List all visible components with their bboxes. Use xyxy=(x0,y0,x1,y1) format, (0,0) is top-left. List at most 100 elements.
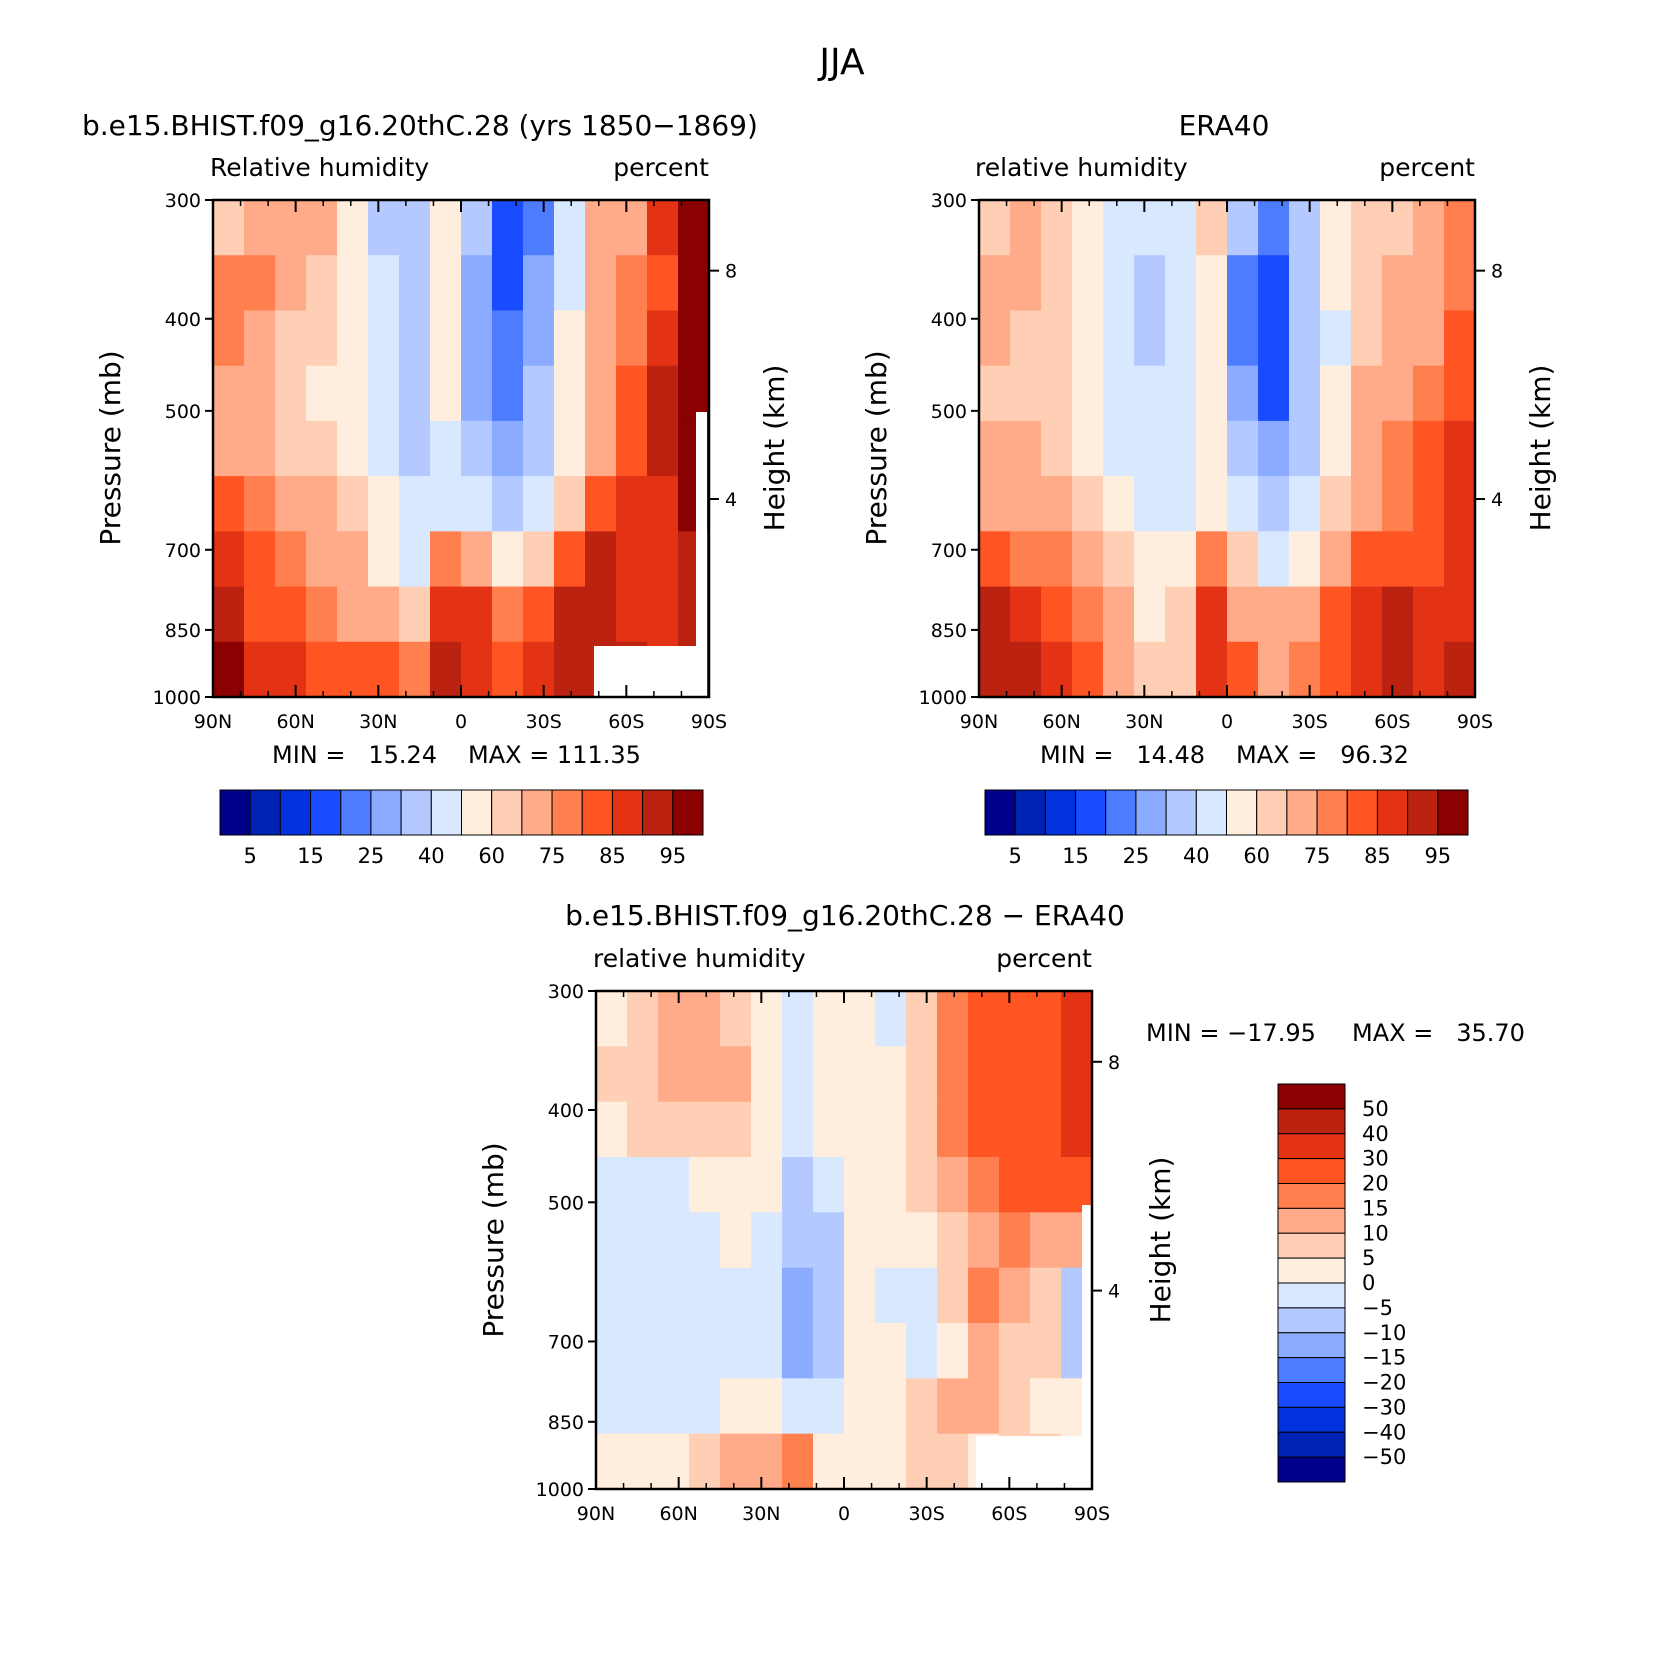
heatmap-cell xyxy=(999,1157,1031,1213)
x-tick-label: 60S xyxy=(1374,711,1410,733)
colorbar-label: 15 xyxy=(1062,844,1089,868)
heatmap-cell xyxy=(616,365,648,422)
heatmap-cell xyxy=(244,310,276,367)
heatmap-cell xyxy=(813,991,845,1047)
heatmap-cell xyxy=(1382,365,1414,422)
y-tick-label: 300 xyxy=(165,190,201,212)
heatmap-cell xyxy=(1351,365,1383,422)
heatmap-cell xyxy=(337,420,369,477)
heatmap-cell xyxy=(813,1378,845,1435)
heatmap-cell xyxy=(1030,1046,1062,1103)
heatmap-cell xyxy=(658,1157,690,1213)
y-axis-right-label: Height (km) xyxy=(758,365,791,532)
heatmap-cells xyxy=(596,991,1093,1490)
heatmap-cell xyxy=(1103,531,1135,588)
heatmap-cell xyxy=(720,1433,752,1490)
heatmap-cell xyxy=(689,1323,721,1379)
colorbar-box xyxy=(1277,1257,1346,1284)
heatmap-cell xyxy=(968,1323,1000,1379)
x-tick-label: 60S xyxy=(608,711,644,733)
heatmap-cell xyxy=(1041,476,1073,532)
heatmap-cell xyxy=(979,476,1011,532)
heatmap-cell xyxy=(844,1212,876,1269)
heatmap-cell xyxy=(1072,255,1104,312)
max-value: MAX = 111.35 xyxy=(468,741,641,769)
heatmap-cell xyxy=(585,531,617,588)
colorbar-box xyxy=(1195,789,1227,836)
y-tick-label: 1000 xyxy=(153,687,201,709)
heatmap-cell xyxy=(844,991,876,1047)
x-tick-label: 90N xyxy=(194,711,232,733)
heatmap-cell xyxy=(689,1157,721,1213)
heatmap-cell xyxy=(1072,531,1104,588)
heatmap-cell xyxy=(1320,200,1352,256)
heatmap-cell xyxy=(1320,420,1352,477)
y-right-tick-label: 4 xyxy=(725,489,737,511)
colorbar-box xyxy=(1407,789,1439,836)
heatmap-cell xyxy=(1227,255,1259,312)
heatmap-cell xyxy=(875,1378,907,1435)
heatmap-cell xyxy=(554,641,586,698)
colorbar-label: 0 xyxy=(1362,1271,1375,1295)
heatmap-cell xyxy=(1030,1378,1062,1435)
heatmap-cell xyxy=(937,1101,969,1158)
heatmap-cell xyxy=(1041,420,1073,477)
heatmap-cell xyxy=(275,310,307,367)
colorbar-box xyxy=(1277,1133,1346,1160)
heatmap-cell xyxy=(585,420,617,477)
heatmap-cell xyxy=(1351,310,1383,367)
colorbar-label: −20 xyxy=(1362,1371,1406,1395)
heatmap-cell xyxy=(1382,255,1414,312)
y-tick-label: 1000 xyxy=(536,1479,584,1501)
heatmap-cell xyxy=(1382,200,1414,256)
heatmap-cell xyxy=(430,531,462,588)
heatmap-cell xyxy=(1030,1323,1062,1379)
y-tick-label: 300 xyxy=(931,190,967,212)
heatmap-cell xyxy=(523,420,555,477)
heatmap-cell xyxy=(1030,1101,1062,1158)
heatmap-cell xyxy=(306,476,338,532)
heatmap-cell xyxy=(399,200,431,256)
heatmap-cell xyxy=(1196,641,1228,698)
heatmap-cell xyxy=(968,1212,1000,1269)
heatmap-cell xyxy=(720,1267,752,1324)
heatmap-cell xyxy=(937,991,969,1047)
heatmap-cell xyxy=(368,310,400,367)
heatmap-cell xyxy=(461,476,493,532)
heatmap-cell xyxy=(627,1433,659,1490)
heatmap-cell xyxy=(306,586,338,643)
heatmap-cell xyxy=(1444,365,1476,422)
heatmap-cell xyxy=(658,1378,690,1435)
heatmap-cell xyxy=(720,1046,752,1103)
colorbar-label: 40 xyxy=(1362,1122,1389,1146)
heatmap-cell xyxy=(244,476,276,532)
field-name: relative humidity xyxy=(975,153,1188,182)
y-tick-label: 400 xyxy=(165,309,201,331)
heatmap-cell xyxy=(782,991,814,1047)
heatmap-cell xyxy=(523,255,555,312)
heatmap-cell xyxy=(399,641,431,698)
heatmap-cell xyxy=(1444,531,1476,588)
colorbar-box xyxy=(1277,1158,1346,1184)
heatmap-cell xyxy=(999,1046,1031,1103)
heatmap-cell xyxy=(813,1212,845,1269)
heatmap-cell xyxy=(554,531,586,588)
heatmap-cell xyxy=(1061,991,1093,1047)
colorbar-box xyxy=(1376,789,1409,836)
heatmap-cell xyxy=(782,1046,814,1103)
colorbar-label: 85 xyxy=(599,844,626,868)
heatmap-cell xyxy=(461,420,493,477)
heatmap-cell xyxy=(647,255,679,312)
heatmap-cell xyxy=(647,531,679,588)
heatmap-cell xyxy=(1072,641,1104,698)
heatmap-cell xyxy=(554,200,586,256)
heatmap-cell xyxy=(1061,1046,1093,1103)
heatmap-cell xyxy=(616,531,648,588)
heatmap-cell xyxy=(585,200,617,256)
heatmap-cell xyxy=(875,1323,907,1379)
heatmap-cell xyxy=(1010,531,1042,588)
colorbar-box xyxy=(1286,789,1318,836)
heatmap-cell xyxy=(1351,200,1383,256)
heatmap-cell xyxy=(1289,476,1321,532)
heatmap-cell xyxy=(523,200,555,256)
